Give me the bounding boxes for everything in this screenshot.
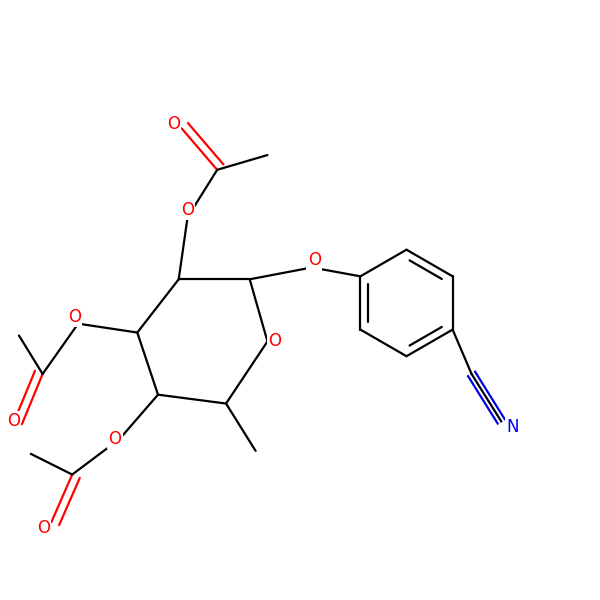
Text: N: N xyxy=(507,418,519,436)
Text: O: O xyxy=(268,332,281,350)
Text: O: O xyxy=(109,430,121,448)
Text: O: O xyxy=(37,519,50,537)
Text: O: O xyxy=(68,308,81,326)
Text: O: O xyxy=(7,412,20,430)
Text: O: O xyxy=(181,201,194,219)
Text: O: O xyxy=(308,251,321,269)
Text: O: O xyxy=(167,115,180,133)
